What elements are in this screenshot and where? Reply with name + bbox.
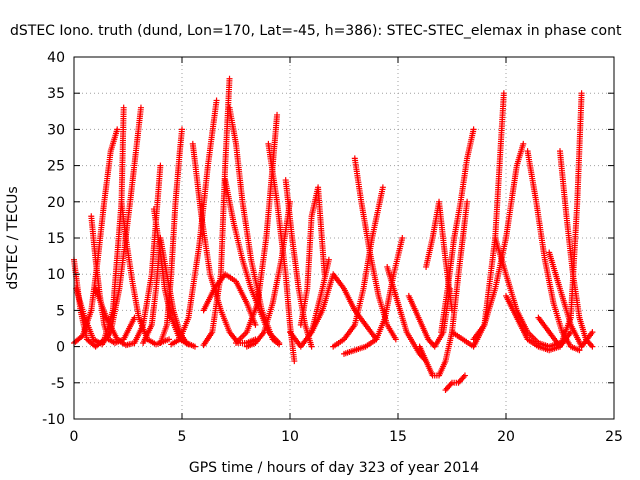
data-series <box>73 104 144 348</box>
data-point <box>449 307 455 314</box>
y-axis-label: dSTEC / TECUs <box>5 186 21 289</box>
data-series <box>189 140 259 346</box>
data-series <box>470 140 527 343</box>
chart-title: dSTEC Iono. truth (dund, Lon=170, Lat=-4… <box>10 23 622 39</box>
data-point <box>252 321 259 328</box>
data-point <box>166 336 173 343</box>
y-tick-label: 15 <box>47 231 65 247</box>
data-point <box>185 341 192 348</box>
data-point <box>226 75 233 82</box>
data-point <box>589 343 596 350</box>
data-point <box>325 256 332 263</box>
data-point <box>179 126 185 133</box>
data-point <box>321 271 328 278</box>
data-series <box>546 249 596 350</box>
data-series <box>308 271 380 343</box>
x-tick-label: 20 <box>497 429 515 445</box>
data-series <box>150 206 192 348</box>
data-point <box>120 104 127 111</box>
data-point <box>464 198 471 205</box>
data-series <box>233 111 281 346</box>
data-series <box>384 263 430 365</box>
data-point <box>379 184 386 191</box>
data-series <box>265 140 298 365</box>
data-point <box>291 358 298 365</box>
x-tick-label: 25 <box>605 429 623 445</box>
y-tick-label: 30 <box>47 122 65 138</box>
data-series <box>157 126 185 346</box>
x-tick-label: 0 <box>70 429 79 445</box>
y-tick-label: 25 <box>47 159 65 175</box>
points-layer <box>71 75 596 394</box>
data-point <box>399 235 406 241</box>
data-series <box>297 184 328 328</box>
data-point <box>589 329 596 336</box>
data-series <box>330 184 386 350</box>
data-series <box>423 198 455 314</box>
x-tick-label: 15 <box>389 429 407 445</box>
y-tick-label: 40 <box>47 50 65 66</box>
data-point <box>461 372 468 379</box>
ticks-layer: 0 5 10 15 20 25 -10 -5 0 5 10 15 20 25 30 35 40 <box>42 50 623 445</box>
data-series <box>524 148 583 354</box>
data-point <box>213 97 220 104</box>
y-tick-label: 35 <box>47 86 65 102</box>
data-point <box>500 90 507 97</box>
data-point <box>308 343 315 350</box>
x-axis-label: GPS time / hours of day 323 of year 2014 <box>189 460 479 476</box>
data-point <box>470 126 477 133</box>
data-series <box>416 198 471 379</box>
data-series <box>200 271 259 328</box>
y-tick-label: -10 <box>42 412 65 428</box>
data-series <box>282 177 315 350</box>
y-tick-label: 10 <box>47 267 65 283</box>
x-tick-label: 10 <box>281 429 299 445</box>
y-tick-label: 0 <box>56 340 65 356</box>
data-series <box>222 177 283 346</box>
data-series <box>351 155 399 343</box>
y-tick-label: 20 <box>47 195 65 211</box>
data-series <box>438 126 477 336</box>
x-tick-label: 5 <box>178 429 187 445</box>
data-series <box>442 372 468 394</box>
data-point <box>520 140 527 147</box>
data-point <box>392 336 399 343</box>
data-point <box>114 126 121 133</box>
data-point <box>137 104 144 111</box>
data-series <box>557 148 596 350</box>
data-point <box>157 162 164 169</box>
data-point <box>191 343 198 350</box>
data-point <box>276 339 283 346</box>
data-point <box>578 90 585 97</box>
y-tick-label: 5 <box>56 303 65 319</box>
data-point <box>576 347 583 354</box>
y-tick-label: -5 <box>51 376 65 392</box>
data-point <box>274 111 281 118</box>
